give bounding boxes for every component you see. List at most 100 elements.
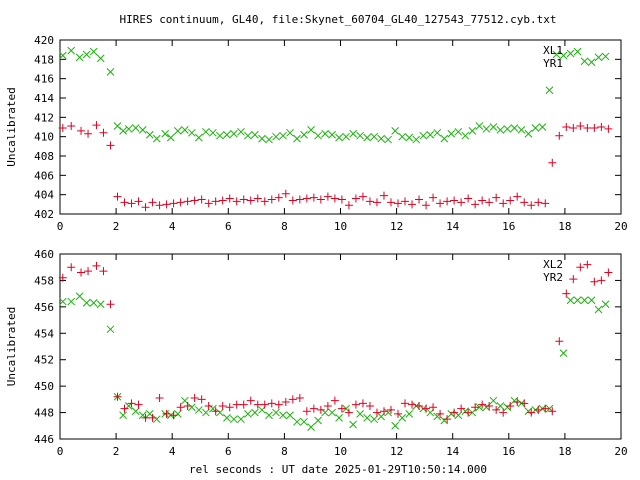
data-point-xl1 bbox=[119, 127, 127, 135]
data-point-xl1 bbox=[468, 127, 477, 135]
data-point-yr1 bbox=[562, 123, 571, 131]
data-point-yr1 bbox=[323, 192, 332, 201]
data-point-yr1 bbox=[267, 195, 276, 204]
data-point-xl2 bbox=[58, 297, 67, 306]
data-point-xl1 bbox=[601, 52, 610, 61]
x-tick-label: 12 bbox=[390, 220, 403, 233]
data-point-yr1 bbox=[77, 126, 86, 135]
data-point-xl2 bbox=[349, 420, 357, 429]
y-tick-label: 460 bbox=[34, 248, 54, 261]
data-point-yr1 bbox=[288, 196, 297, 205]
data-point-yr1 bbox=[106, 141, 115, 150]
data-point-xl2 bbox=[237, 415, 245, 424]
data-point-yr1 bbox=[295, 195, 304, 204]
data-point-xl1 bbox=[342, 132, 350, 141]
data-point-yr1 bbox=[239, 195, 248, 204]
data-point-xl1 bbox=[447, 129, 456, 138]
data-point-yr2 bbox=[590, 277, 599, 286]
data-point-xl1 bbox=[82, 50, 91, 59]
data-point-yr2 bbox=[127, 399, 136, 408]
data-point-yr1 bbox=[527, 201, 536, 210]
legend-label-xl1: XL1 bbox=[543, 44, 563, 57]
data-point-xl1 bbox=[594, 53, 603, 62]
data-point-yr1 bbox=[127, 199, 136, 208]
data-point-xl2 bbox=[300, 417, 308, 426]
y-tick-label: 450 bbox=[34, 380, 54, 393]
data-point-yr1 bbox=[274, 193, 283, 202]
data-point-yr2 bbox=[464, 408, 473, 417]
data-point-xl1 bbox=[321, 129, 329, 138]
data-point-yr1 bbox=[457, 198, 466, 207]
data-point-yr1 bbox=[155, 201, 164, 210]
data-point-xl1 bbox=[286, 128, 294, 137]
data-point-yr2 bbox=[351, 400, 360, 409]
data-point-yr1 bbox=[176, 198, 185, 207]
data-point-yr2 bbox=[246, 396, 255, 405]
data-point-xl1 bbox=[370, 132, 379, 141]
data-point-yr2 bbox=[204, 401, 213, 410]
data-point-yr1 bbox=[576, 122, 585, 131]
data-point-yr2 bbox=[506, 401, 515, 410]
data-point-yr2 bbox=[225, 403, 234, 412]
data-point-xl1 bbox=[209, 128, 217, 137]
data-point-xl2 bbox=[496, 402, 505, 410]
x-tick-label: 20 bbox=[614, 445, 627, 458]
data-point-xl1 bbox=[433, 128, 442, 137]
data-point-yr2 bbox=[597, 276, 606, 285]
data-point-yr1 bbox=[225, 194, 234, 203]
data-point-xl1 bbox=[75, 53, 84, 62]
data-point-xl1 bbox=[510, 124, 519, 132]
legend-label-yr2: YR2 bbox=[543, 271, 563, 284]
data-point-yr2 bbox=[358, 399, 367, 408]
data-point-xl1 bbox=[363, 133, 372, 142]
data-point-yr1 bbox=[197, 195, 206, 204]
data-point-xl1 bbox=[489, 123, 498, 131]
data-point-yr2 bbox=[337, 404, 346, 413]
data-point-xl2 bbox=[580, 296, 589, 305]
data-point-xl1 bbox=[545, 86, 554, 95]
y-axis-label-bottom: Uncalibrated bbox=[5, 307, 18, 386]
x-tick-label: 18 bbox=[558, 220, 571, 233]
data-point-yr1 bbox=[597, 123, 606, 131]
data-point-xl1 bbox=[419, 131, 428, 140]
data-point-yr2 bbox=[218, 401, 227, 410]
x-tick-label: 8 bbox=[281, 445, 288, 458]
data-point-xl2 bbox=[131, 407, 140, 416]
data-point-xl2 bbox=[286, 411, 294, 420]
data-point-yr1 bbox=[492, 193, 501, 202]
data-point-xl1 bbox=[67, 46, 76, 55]
data-point-xl2 bbox=[187, 403, 196, 412]
x-tick-label: 12 bbox=[390, 445, 403, 458]
data-point-xl1 bbox=[152, 134, 161, 143]
data-point-yr1 bbox=[401, 197, 410, 206]
series-xl1 bbox=[58, 46, 610, 144]
data-point-xl2 bbox=[328, 408, 336, 417]
x-tick-label: 2 bbox=[113, 445, 120, 458]
data-point-yr2 bbox=[408, 400, 417, 409]
data-point-yr1 bbox=[58, 123, 67, 132]
data-point-xl1 bbox=[106, 68, 115, 76]
data-point-xl1 bbox=[265, 135, 273, 144]
x-tick-label: 18 bbox=[558, 445, 571, 458]
data-point-yr1 bbox=[499, 199, 508, 208]
data-point-xl1 bbox=[587, 58, 596, 67]
data-point-xl2 bbox=[96, 300, 105, 309]
data-point-yr1 bbox=[450, 196, 459, 205]
data-point-yr1 bbox=[260, 197, 269, 206]
data-point-xl2 bbox=[307, 423, 315, 431]
x-tick-label: 20 bbox=[614, 220, 627, 233]
x-tick-label: 4 bbox=[169, 220, 176, 233]
chart-title: HIRES continuum, GL40, file:Skynet_60704… bbox=[119, 13, 556, 26]
data-point-xl1 bbox=[475, 122, 484, 130]
data-point-yr2 bbox=[576, 263, 585, 272]
data-point-xl2 bbox=[370, 415, 379, 424]
data-point-yr2 bbox=[67, 263, 76, 272]
data-point-yr2 bbox=[330, 396, 339, 405]
data-point-yr2 bbox=[211, 407, 220, 416]
data-point-xl1 bbox=[138, 126, 147, 134]
data-point-yr1 bbox=[253, 194, 262, 203]
data-point-xl1 bbox=[251, 130, 259, 139]
y-tick-label: 410 bbox=[34, 131, 54, 144]
y-tick-label: 452 bbox=[34, 354, 54, 367]
data-point-yr1 bbox=[583, 123, 592, 132]
